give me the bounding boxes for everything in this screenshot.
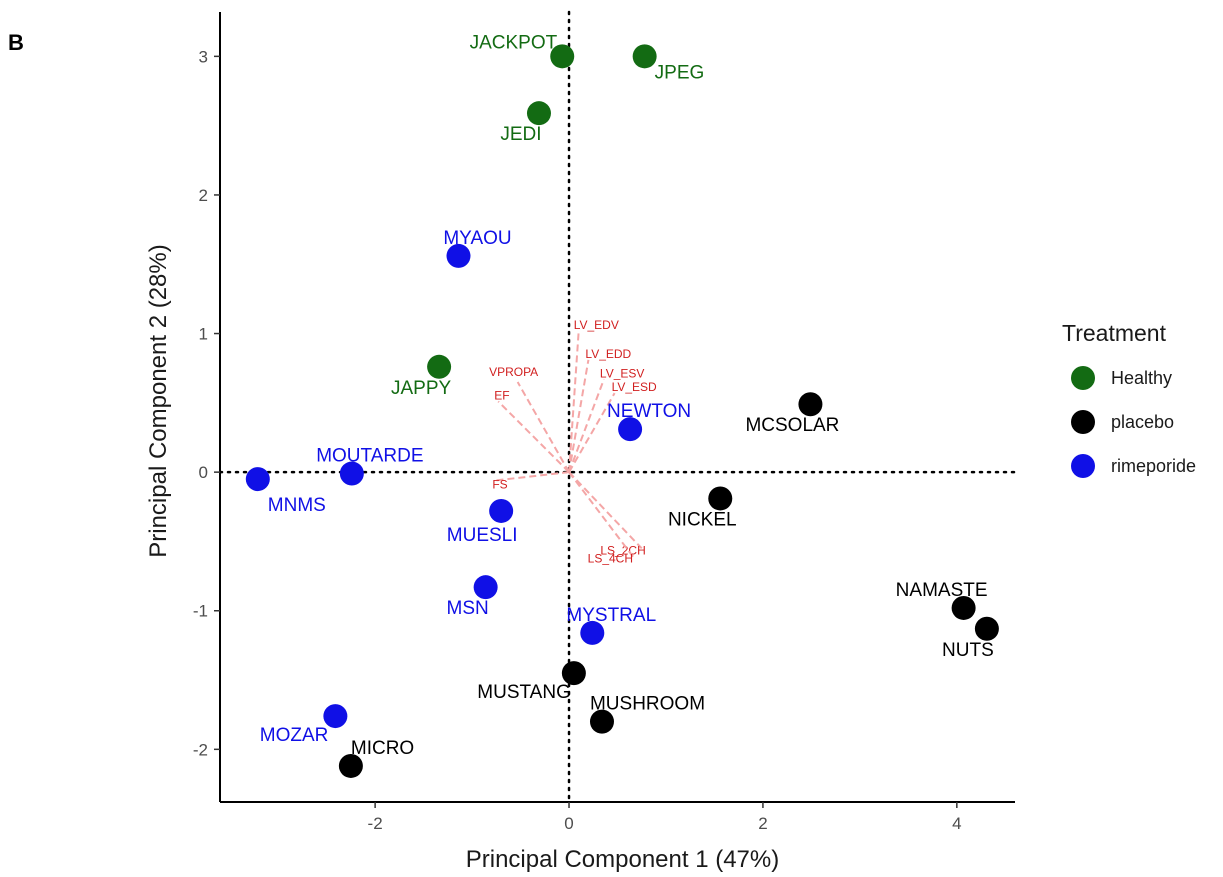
- y-tick-label-2: 2: [199, 186, 208, 205]
- loading-vector-lv-edd: [568, 359, 590, 473]
- loading-vector-lv-edv: [568, 330, 580, 473]
- x-tick-label-4: 4: [952, 814, 961, 833]
- axes-layer: -2 0 2 4 -2 -1 0 1 2 3 Principal Component 1 (47%)…: [145, 12, 1015, 873]
- loading-vector-vpropa: [516, 381, 570, 473]
- loading-label-vpropa: VPROPA: [489, 365, 538, 379]
- panel-label: B: [8, 30, 24, 55]
- point-label-muesli: MUESLI: [447, 525, 518, 546]
- loading-label-ls-2ch: LS_2CH: [600, 543, 645, 557]
- loading-vector-lv-esv: [568, 378, 605, 473]
- x-tick-label-2: 2: [758, 814, 767, 833]
- loading-label-ls-4ch: LS_4CH: [588, 552, 633, 566]
- point-mcsolar: [798, 392, 823, 417]
- point-label-jedi: JEDI: [500, 124, 541, 145]
- point-nickel: [708, 486, 733, 511]
- loading-label-lv-edv: LV_EDV: [574, 318, 619, 332]
- y-tick-label-0: 0: [199, 463, 208, 482]
- legend-swatch-placebo: [1071, 410, 1095, 434]
- y-tick-label-1: 1: [199, 325, 208, 344]
- point-nuts: [974, 616, 999, 641]
- point-msn: [473, 575, 498, 600]
- point-mnms: [245, 467, 270, 492]
- legend-label-placebo: placebo: [1111, 412, 1174, 432]
- point-mushroom: [589, 709, 614, 734]
- loading-label-lv-esv: LV_ESV: [600, 366, 644, 380]
- legend-swatch-healthy: [1071, 366, 1095, 390]
- point-jedi: [526, 101, 551, 126]
- y-axis-title: Principal Component 2 (28%): [145, 244, 172, 558]
- point-mustang: [561, 661, 586, 686]
- loading-vector-fs: [495, 471, 570, 482]
- point-jackpot: [550, 44, 575, 69]
- point-micro: [338, 753, 363, 778]
- point-namaste: [951, 595, 976, 620]
- x-tick-label--2: -2: [368, 814, 383, 833]
- point-label-nickel: NICKEL: [668, 509, 737, 530]
- loading-vector-ls-2ch: [568, 471, 643, 550]
- y-tick-label--2: -2: [193, 740, 208, 759]
- point-label-myaou: MYAOU: [443, 228, 511, 249]
- x-tick-label-0: 0: [564, 814, 573, 833]
- loading-vector-ef: [497, 400, 570, 473]
- point-label-newton: NEWTON: [607, 401, 691, 422]
- point-label-mystral: MYSTRAL: [566, 605, 656, 626]
- legend-swatch-rimeporide: [1071, 454, 1095, 478]
- point-label-mcsolar: MCSOLAR: [745, 415, 839, 436]
- point-label-namaste: NAMASTE: [896, 580, 988, 601]
- point-mystral: [580, 620, 605, 645]
- x-axis-title: Principal Component 1 (47%): [466, 846, 780, 873]
- loading-vector-lv-esd: [568, 392, 616, 473]
- point-myaou: [446, 243, 471, 268]
- y-tick-label-3: 3: [199, 47, 208, 66]
- loading-vector-ls-4ch: [568, 471, 634, 558]
- point-label-moutarde: MOUTARDE: [316, 446, 423, 467]
- point-label-micro: MICRO: [351, 738, 414, 759]
- loading-label-fs: FS: [492, 477, 507, 491]
- point-label-msn: MSN: [447, 598, 489, 619]
- point-label-mnms: MNMS: [268, 495, 326, 516]
- y-tick-label--1: -1: [193, 602, 208, 621]
- legend: Treatment Healthy placebo rimeporide: [1062, 320, 1196, 478]
- point-label-mozar: MOZAR: [260, 725, 329, 746]
- points-layer: JACKPOT JPEG JEDI JAPPY MYAOU NEWTON MOUTARDE M…: [245, 32, 999, 778]
- loading-label-lv-edd: LV_EDD: [585, 347, 631, 361]
- legend-label-rimeporide: rimeporide: [1111, 456, 1196, 476]
- point-label-jappy: JAPPY: [391, 378, 452, 399]
- legend-label-healthy: Healthy: [1111, 368, 1172, 388]
- point-label-jpeg: JPEG: [655, 62, 705, 83]
- point-label-mustang: MUSTANG: [477, 682, 571, 703]
- point-label-nuts: NUTS: [942, 640, 994, 661]
- loading-label-lv-esd: LV_ESD: [612, 380, 657, 394]
- point-jappy: [427, 354, 452, 379]
- point-label-mushroom: MUSHROOM: [590, 694, 705, 715]
- point-moutarde: [339, 461, 364, 486]
- point-muesli: [489, 498, 514, 523]
- point-newton: [618, 417, 643, 442]
- point-jpeg: [632, 44, 657, 69]
- loading-label-ef: EF: [494, 388, 509, 402]
- legend-title: Treatment: [1062, 320, 1167, 346]
- point-label-jackpot: JACKPOT: [470, 32, 558, 53]
- point-mozar: [323, 704, 348, 729]
